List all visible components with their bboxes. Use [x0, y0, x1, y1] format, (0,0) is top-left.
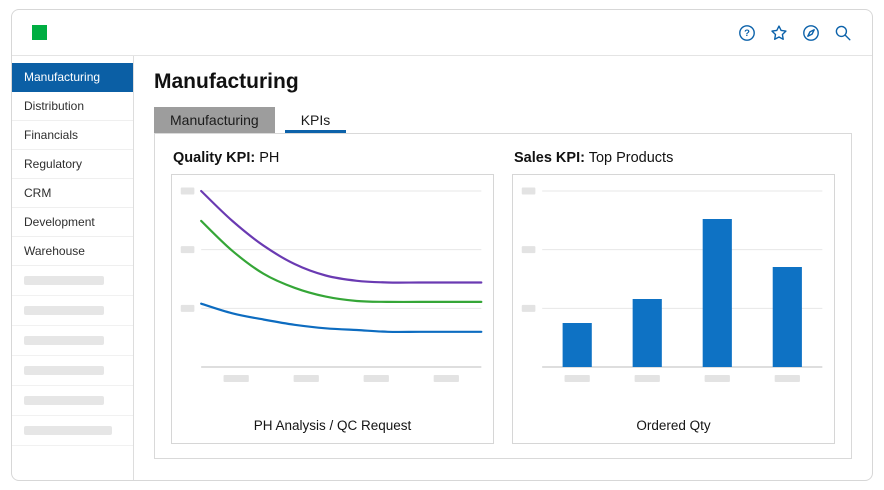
- sales-kpi-title-bold: Sales KPI:: [514, 150, 585, 166]
- line-series-3: [200, 302, 483, 334]
- y-tick-skeleton: [180, 304, 195, 312]
- x-tick-skeleton: [433, 375, 459, 382]
- search-icon: [835, 25, 851, 41]
- compass-icon: [803, 24, 819, 41]
- sidebar-item-development[interactable]: Development: [12, 208, 133, 237]
- line-series-1: [200, 189, 483, 284]
- top-bar-actions: ?: [738, 24, 852, 42]
- bar: [562, 323, 592, 367]
- sidebar-skeleton-item: [12, 416, 133, 446]
- sales-kpi-caption: Ordered Qty: [636, 418, 711, 433]
- skeleton-bar: [24, 366, 104, 375]
- tab-bar: Manufacturing KPIs: [154, 107, 852, 133]
- y-tick-skeleton: [521, 187, 536, 195]
- skeleton-bar: [24, 276, 104, 285]
- x-tick-skeleton: [223, 375, 249, 382]
- skeleton-bar: [24, 306, 104, 315]
- sidebar-skeleton-item: [12, 386, 133, 416]
- y-tick-skeleton: [521, 246, 536, 254]
- sidebar-skeleton-item: [12, 326, 133, 356]
- x-tick-skeleton: [704, 375, 730, 382]
- star-icon: [771, 24, 787, 40]
- skeleton-bar: [24, 396, 104, 405]
- bar: [772, 267, 802, 367]
- quality-kpi-title-rest: PH: [255, 150, 280, 166]
- quality-kpi-chart-box: PH Analysis / QC Request: [171, 174, 494, 444]
- sidebar-item-warehouse[interactable]: Warehouse: [12, 237, 133, 266]
- sidebar: Manufacturing Distribution Financials Regul…: [12, 56, 134, 480]
- help-icon: ?: [739, 24, 755, 41]
- search-button[interactable]: [834, 24, 852, 42]
- sidebar-item-crm[interactable]: CRM: [12, 179, 133, 208]
- sidebar-skeleton-item: [12, 296, 133, 326]
- sales-kpi-chart: Sales KPI: Top Products Ordered Qty: [512, 148, 835, 444]
- line-chart-canvas: [180, 187, 483, 382]
- x-tick-skeleton: [293, 375, 319, 382]
- main-content: Manufacturing Manufacturing KPIs Quality …: [134, 56, 872, 480]
- kpi-panel: Quality KPI: PH PH Analysis / QC Request…: [154, 133, 852, 459]
- app-body: Manufacturing Distribution Financials Regul…: [12, 56, 872, 480]
- sidebar-skeleton-item: [12, 266, 133, 296]
- sidebar-item-manufacturing[interactable]: Manufacturing: [12, 63, 133, 92]
- page-title: Manufacturing: [154, 70, 299, 93]
- tab-manufacturing[interactable]: Manufacturing: [154, 107, 275, 133]
- explore-button[interactable]: [802, 24, 820, 42]
- help-button[interactable]: ?: [738, 24, 756, 42]
- quality-kpi-caption: PH Analysis / QC Request: [253, 418, 412, 433]
- quality-kpi-title: Quality KPI: PH: [173, 150, 494, 166]
- sales-kpi-chart-box: Ordered Qty: [512, 174, 835, 444]
- tab-kpis[interactable]: KPIs: [284, 107, 347, 133]
- app-window: ? Manufacturing D: [11, 9, 873, 481]
- top-bar: ?: [12, 10, 872, 56]
- sidebar-item-financials[interactable]: Financials: [12, 121, 133, 150]
- sidebar-item-distribution[interactable]: Distribution: [12, 92, 133, 121]
- bar: [702, 219, 732, 367]
- x-tick-skeleton: [634, 375, 660, 382]
- skeleton-bar: [24, 426, 112, 435]
- quality-kpi-chart: Quality KPI: PH PH Analysis / QC Request: [171, 148, 494, 444]
- sidebar-item-regulatory[interactable]: Regulatory: [12, 150, 133, 179]
- skeleton-bar: [24, 336, 104, 345]
- svg-text:?: ?: [744, 28, 750, 39]
- sidebar-skeleton-item: [12, 356, 133, 386]
- quality-kpi-title-bold: Quality KPI:: [173, 150, 256, 166]
- favorites-button[interactable]: [770, 24, 788, 42]
- x-tick-skeleton: [774, 375, 800, 382]
- y-tick-skeleton: [180, 246, 195, 254]
- bar: [632, 299, 662, 367]
- brand-logo[interactable]: [32, 25, 47, 40]
- bar-chart-canvas: [521, 187, 823, 382]
- y-tick-skeleton: [180, 187, 195, 195]
- x-tick-skeleton: [363, 375, 389, 382]
- sales-kpi-title-rest: Top Products: [584, 150, 674, 166]
- x-tick-skeleton: [564, 375, 590, 382]
- line-series-2: [200, 219, 483, 304]
- y-tick-skeleton: [521, 304, 536, 312]
- sales-kpi-title: Sales KPI: Top Products: [514, 150, 835, 166]
